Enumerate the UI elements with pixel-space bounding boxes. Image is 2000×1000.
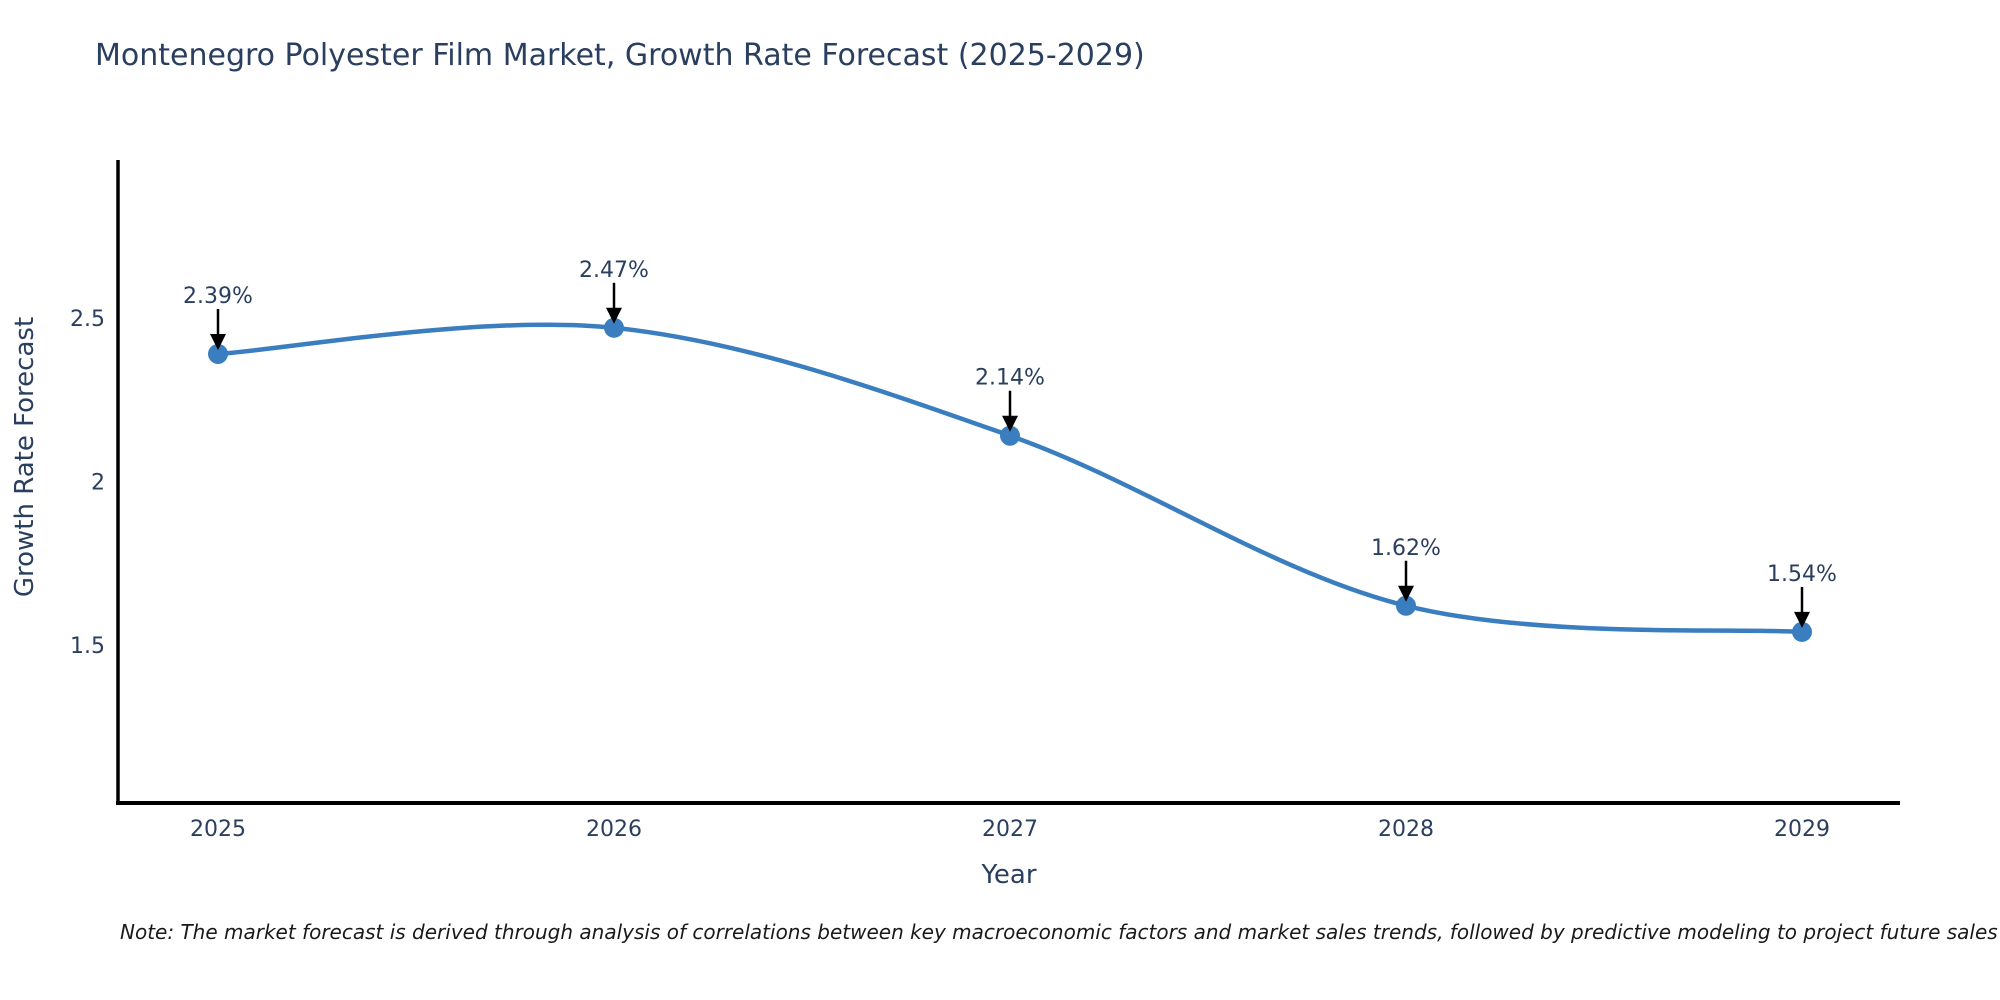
- y-tick-label: 2.5: [70, 307, 105, 332]
- data-point-label: 1.54%: [1767, 562, 1837, 587]
- data-point-marker[interactable]: [1000, 425, 1020, 446]
- annotation-arrow-head: [1794, 611, 1810, 628]
- chart-title: Montenegro Polyester Film Market, Growth…: [95, 38, 1145, 73]
- annotation-arrow-head: [1002, 415, 1018, 432]
- y-axis-title: Growth Rate Forecast: [10, 316, 40, 598]
- x-axis-title: Year: [981, 860, 1037, 890]
- plot-area: 2.5 2 1.5 2025 2026 2027 2028 2029 2.39% 2.47% 2.1…: [70, 258, 1837, 842]
- annotation-arrow-head: [1398, 585, 1414, 602]
- annotation-arrow-head: [606, 307, 622, 324]
- footnote: Note: The market forecast is derived thr…: [120, 920, 1998, 944]
- data-point-label: 1.62%: [1371, 536, 1441, 561]
- x-tick-label: 2027: [982, 817, 1038, 842]
- data-point-marker[interactable]: [604, 317, 624, 338]
- x-tick-label: 2029: [1774, 817, 1830, 842]
- data-point-label: 2.14%: [975, 366, 1045, 391]
- data-point-marker[interactable]: [1396, 595, 1416, 616]
- data-point-marker[interactable]: [1792, 621, 1812, 642]
- x-tick-label: 2025: [190, 817, 246, 842]
- x-tick-label: 2026: [586, 817, 642, 842]
- data-point-label: 2.39%: [183, 284, 253, 309]
- y-tick-label: 2: [91, 471, 105, 496]
- x-tick-label: 2028: [1378, 817, 1434, 842]
- annotation-arrow-head: [210, 333, 226, 350]
- y-tick-label: 1.5: [70, 634, 105, 659]
- data-point-marker[interactable]: [208, 343, 228, 364]
- data-point-label: 2.47%: [579, 258, 649, 283]
